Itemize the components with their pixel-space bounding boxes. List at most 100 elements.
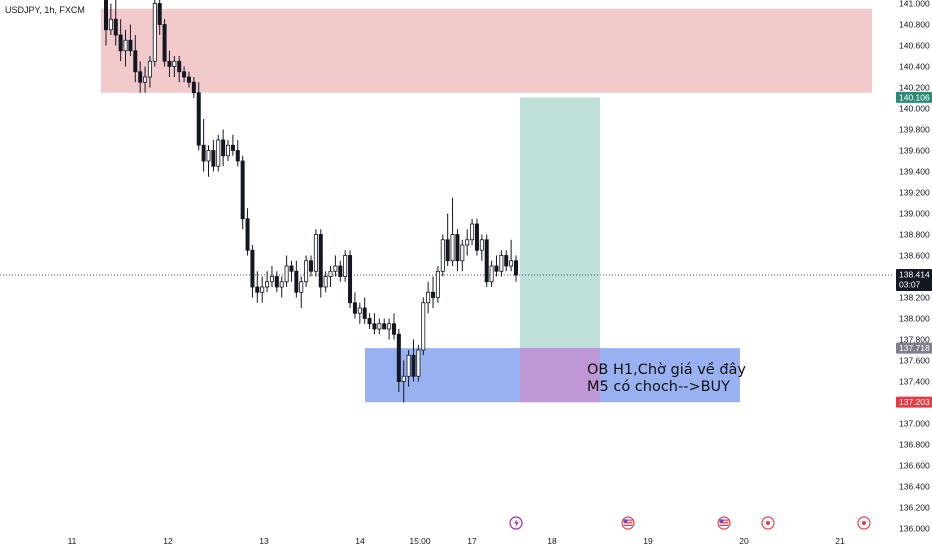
annotation-line-2[interactable]: M5 có choch-->BUY	[587, 379, 730, 395]
supply-zone[interactable]	[101, 8, 872, 93]
candle[interactable]	[289, 260, 294, 282]
candle[interactable]	[470, 218, 475, 245]
candle[interactable]	[123, 29, 128, 67]
candle[interactable]	[460, 239, 465, 272]
candle[interactable]	[250, 245, 255, 298]
candle[interactable]	[372, 313, 377, 335]
candle[interactable]	[367, 313, 372, 329]
candle-body	[172, 60, 177, 67]
candle[interactable]	[313, 229, 318, 277]
candle[interactable]	[396, 329, 401, 392]
candle[interactable]	[333, 255, 338, 277]
candle[interactable]	[284, 255, 289, 288]
symbol-header[interactable]: USDJPY, 1h, FXCM	[5, 5, 85, 15]
candle[interactable]	[274, 271, 279, 293]
candle[interactable]	[196, 82, 201, 151]
candle[interactable]	[299, 276, 304, 309]
candle[interactable]	[172, 56, 177, 77]
candle[interactable]	[426, 281, 431, 314]
candle[interactable]	[465, 229, 470, 256]
candle[interactable]	[489, 260, 494, 287]
candle[interactable]	[304, 255, 309, 288]
annotation-line-1[interactable]: OB H1,Chờ giá về đây	[587, 361, 746, 378]
candle[interactable]	[406, 350, 411, 387]
candle[interactable]	[245, 208, 250, 256]
candle[interactable]	[152, 0, 157, 67]
candle[interactable]	[104, 0, 109, 46]
candle[interactable]	[308, 255, 313, 277]
candle[interactable]	[377, 318, 382, 335]
candle[interactable]	[167, 50, 172, 77]
candle[interactable]	[186, 71, 191, 88]
candle[interactable]	[362, 297, 367, 324]
candle[interactable]	[338, 260, 343, 282]
candle[interactable]	[235, 140, 240, 167]
candle[interactable]	[474, 218, 479, 256]
candle[interactable]	[435, 266, 440, 303]
candle[interactable]	[230, 134, 235, 156]
candle[interactable]	[387, 318, 392, 340]
candle[interactable]	[479, 234, 484, 261]
candle[interactable]	[348, 250, 353, 308]
candle[interactable]	[352, 292, 357, 319]
candle[interactable]	[138, 61, 143, 93]
candle[interactable]	[440, 234, 445, 277]
candle[interactable]	[391, 313, 396, 340]
candle[interactable]	[509, 239, 514, 272]
candle[interactable]	[450, 197, 455, 266]
candle[interactable]	[484, 234, 489, 288]
candle[interactable]	[147, 56, 152, 88]
candle[interactable]	[157, 0, 162, 35]
candle[interactable]	[128, 24, 133, 57]
candle[interactable]	[108, 3, 113, 36]
y-axis[interactable]: 141.000 140.800 140.600 140.400 140.200 140.0…	[899, 0, 930, 534]
candle[interactable]	[260, 276, 265, 303]
candle[interactable]	[514, 255, 519, 282]
candle[interactable]	[343, 250, 348, 282]
candle[interactable]	[382, 318, 387, 330]
candle[interactable]	[177, 56, 182, 83]
candle[interactable]	[411, 339, 416, 382]
candle[interactable]	[255, 271, 260, 303]
candle[interactable]	[143, 66, 148, 93]
candle[interactable]	[162, 19, 167, 67]
candle[interactable]	[216, 134, 221, 172]
candle[interactable]	[504, 250, 509, 272]
candle[interactable]	[191, 77, 196, 98]
candle[interactable]	[401, 360, 406, 403]
candle[interactable]	[201, 119, 206, 172]
candle[interactable]	[328, 266, 333, 287]
candle[interactable]	[182, 66, 187, 83]
candle[interactable]	[416, 344, 421, 382]
candle[interactable]	[133, 35, 138, 83]
candle[interactable]	[265, 271, 270, 293]
candle[interactable]	[118, 19, 123, 62]
candle[interactable]	[499, 250, 504, 277]
candle[interactable]	[279, 276, 284, 298]
candle[interactable]	[357, 302, 362, 324]
lightning-icon[interactable]	[509, 516, 523, 530]
candle[interactable]	[455, 229, 460, 272]
candle[interactable]	[323, 271, 328, 293]
candle[interactable]	[421, 297, 426, 356]
candle[interactable]	[226, 140, 231, 161]
record-icon[interactable]	[761, 516, 775, 530]
x-tick-label: 14	[355, 536, 365, 546]
us-flag-icon[interactable]	[621, 516, 635, 530]
candle[interactable]	[113, 0, 118, 46]
us-flag-icon[interactable]	[717, 516, 731, 530]
record-icon[interactable]	[857, 516, 871, 530]
candle[interactable]	[206, 145, 211, 177]
candle[interactable]	[269, 266, 274, 287]
candle[interactable]	[221, 129, 226, 167]
candle[interactable]	[240, 155, 245, 230]
candle[interactable]	[294, 260, 299, 298]
candle[interactable]	[445, 213, 450, 267]
candle[interactable]	[494, 255, 499, 277]
target-zone[interactable]	[520, 97, 600, 349]
candle[interactable]	[211, 140, 216, 172]
candle[interactable]	[431, 276, 436, 309]
candle[interactable]	[318, 229, 323, 298]
x-axis[interactable]: 11 12 13 14 15:00 17 18 19 20 21	[68, 536, 845, 546]
